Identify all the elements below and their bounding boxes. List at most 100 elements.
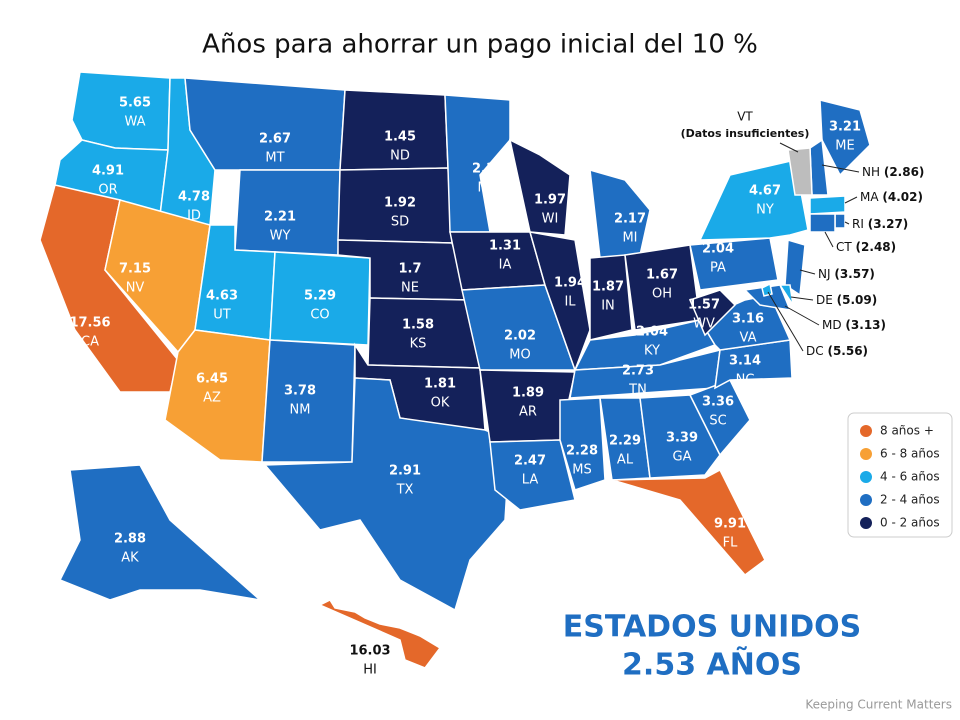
- state: [589, 254, 633, 341]
- state-abbr: LA: [522, 473, 539, 488]
- state-value: 3.39: [666, 431, 698, 446]
- state: [809, 195, 846, 215]
- state-value: 1.92: [384, 196, 416, 211]
- state-abbr: ND: [390, 149, 410, 164]
- state: [834, 213, 846, 229]
- legend-swatch: [860, 425, 872, 437]
- leader-line: [844, 221, 850, 225]
- state: [263, 377, 511, 612]
- state-abbr: MI: [622, 231, 637, 246]
- state-no-data: [787, 147, 813, 196]
- state-value: 2.91: [389, 464, 421, 479]
- state-abbr: OR: [98, 183, 117, 198]
- state: [809, 213, 836, 233]
- state-value: (2.48): [856, 240, 897, 254]
- state-value: 4.91: [92, 164, 124, 179]
- state-abbr: KY: [644, 344, 660, 359]
- state-value: 1.58: [402, 318, 434, 333]
- state-abbr: HI: [363, 663, 377, 678]
- state-abbr: MS: [572, 463, 591, 478]
- state: [261, 339, 356, 463]
- legend-swatch: [860, 448, 872, 460]
- leader-line: [767, 291, 804, 352]
- state-abbr: IA: [499, 258, 512, 273]
- state-callout: DC (5.56): [806, 344, 868, 358]
- state-abbr: MD: [822, 318, 842, 332]
- title: Años para ahorrar un pago inicial del 10…: [202, 30, 758, 60]
- state-abbr: NC: [736, 373, 755, 388]
- state-value: 2.29: [609, 434, 641, 449]
- source: Keeping Current Matters: [805, 698, 952, 712]
- legend-swatch: [860, 494, 872, 506]
- leader-line: [779, 142, 799, 153]
- state: [784, 239, 806, 297]
- state-value: 6.45: [196, 372, 228, 387]
- state-value: 2.17: [614, 212, 646, 227]
- state-callout: MA (4.02): [860, 190, 923, 204]
- state-abbr: WV: [693, 317, 715, 332]
- state-abbr: TX: [396, 483, 414, 498]
- state-abbr: MA: [860, 190, 879, 204]
- legend-label: 6 - 8 años: [880, 447, 940, 461]
- state-value: 2.67: [259, 132, 291, 147]
- state-value: 1.97: [534, 193, 566, 208]
- state-value: 1.57: [688, 298, 720, 313]
- state-value: 2.73: [622, 364, 654, 379]
- state-abbr: SD: [391, 215, 409, 230]
- state-abbr: NV: [126, 281, 145, 296]
- state-abbr: KS: [410, 337, 427, 352]
- state-value: 1.67: [646, 268, 678, 283]
- state-value: (2.86): [884, 165, 925, 179]
- state-abbr: CT: [836, 240, 852, 254]
- state-abbr: GA: [673, 450, 692, 465]
- state: [508, 138, 571, 236]
- state-value: 1.94: [554, 276, 586, 291]
- state: [689, 237, 779, 291]
- state-abbr: AR: [519, 405, 537, 420]
- state-abbr: WY: [270, 229, 291, 244]
- legend-swatch: [860, 471, 872, 483]
- legend-label: 8 años +: [880, 424, 934, 438]
- state-abbr: MN: [478, 181, 499, 196]
- state-abbr: IN: [601, 299, 615, 314]
- state-value: (3.57): [834, 267, 875, 281]
- leader-line: [824, 231, 834, 248]
- state-callout: CT (2.48): [836, 240, 896, 254]
- state: [688, 289, 737, 337]
- state-abbr: IL: [564, 295, 576, 310]
- state: [778, 284, 794, 306]
- state-value: (5.56): [827, 344, 868, 358]
- state-value: (3.13): [845, 318, 886, 332]
- state-value: (3.27): [868, 217, 909, 231]
- state-abbr: WI: [542, 212, 559, 227]
- state: [698, 294, 792, 351]
- state-abbr: AK: [121, 551, 139, 566]
- state: [318, 599, 442, 669]
- state-abbr: RI: [852, 217, 864, 231]
- state-abbr: DC: [806, 344, 824, 358]
- state-abbr: MO: [509, 348, 530, 363]
- state-value: 4.63: [206, 289, 238, 304]
- state-value: 1.89: [512, 386, 544, 401]
- state-abbr: CO: [310, 308, 329, 323]
- summary-heading: ESTADOS UNIDOS: [563, 610, 862, 645]
- state: [809, 138, 829, 196]
- state: [489, 439, 576, 511]
- state-value: 2.02: [504, 329, 536, 344]
- state-abbr: FL: [723, 536, 738, 551]
- state-value: 3.21: [829, 120, 861, 135]
- state-abbr: WA: [124, 115, 145, 130]
- state-abbr: CA: [81, 335, 99, 350]
- state-value: 3.78: [284, 384, 316, 399]
- state-abbr: NY: [756, 203, 774, 218]
- state-abbr: ME: [835, 139, 854, 154]
- state-abbr: AZ: [203, 391, 221, 406]
- state: [528, 231, 591, 373]
- state-callout: MD (3.13): [822, 318, 886, 332]
- state: [71, 71, 171, 151]
- state-callout: RI (3.27): [852, 217, 908, 231]
- state-callout: DE (5.09): [816, 293, 877, 307]
- state-abbr: VA: [740, 331, 757, 346]
- state: [761, 282, 773, 297]
- summary-total: 2.53 AÑOS: [622, 646, 802, 683]
